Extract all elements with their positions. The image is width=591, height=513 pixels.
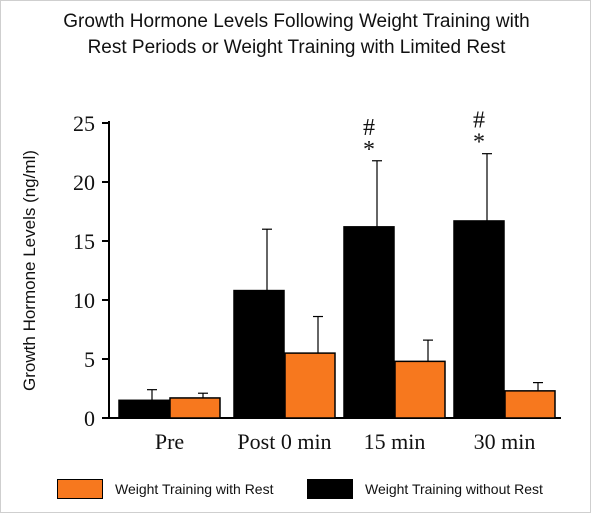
x-tick-label-0: Pre: [155, 429, 184, 454]
y-tick-label-25: 25: [73, 111, 95, 136]
legend-label-with-rest: Weight Training with Rest: [115, 481, 274, 497]
y-axis-label: Growth Hormone Levels (ng/ml): [20, 150, 39, 391]
bar-with-rest-0: [169, 397, 221, 419]
x-tick-label-2: 15 min: [364, 429, 426, 454]
bar-with-rest-3: [504, 390, 556, 419]
significance-mark-3-1: *: [473, 130, 485, 156]
y-tick-label-15: 15: [73, 229, 95, 254]
significance-mark-2-1: *: [363, 137, 375, 163]
bar-with-rest-1: [284, 352, 336, 419]
bar-without-rest-0: [118, 399, 170, 419]
legend-swatch-without-rest: [307, 479, 353, 499]
legend-item-with-rest: Weight Training with Rest: [57, 479, 273, 499]
y-tick-label-20: 20: [73, 170, 95, 195]
y-tick-label-0: 0: [84, 406, 95, 431]
chart-title-line-1: Growth Hormone Levels Following Weight T…: [63, 11, 530, 32]
bar-without-rest-2: [343, 226, 395, 419]
y-tick-label-10: 10: [73, 288, 95, 313]
legend-swatch-with-rest: [57, 479, 103, 499]
x-tick-label-1: Post 0 min: [237, 429, 331, 454]
chart-legend: Weight Training with Rest Weight Trainin…: [1, 475, 591, 505]
bar-without-rest-1: [233, 289, 285, 419]
legend-item-without-rest: Weight Training without Rest: [307, 479, 543, 499]
bar-without-rest-3: [453, 220, 505, 419]
plot-area: Growth Hormone Levels (ng/ml) 0 5 10 15 20 25 P…: [20, 108, 561, 454]
significance-mark-3-0: #: [473, 108, 485, 134]
x-tick-label-3: 30 min: [474, 429, 536, 454]
legend-label-without-rest: Weight Training without Rest: [365, 481, 543, 497]
y-tick-label-5: 5: [84, 347, 95, 372]
chart-title-line-2: Rest Periods or Weight Training with Lim…: [87, 37, 506, 58]
significance-mark-2-0: #: [363, 115, 375, 141]
bar-with-rest-2: [394, 360, 446, 419]
chart-title: Growth Hormone Levels Following Weight T…: [1, 9, 591, 61]
